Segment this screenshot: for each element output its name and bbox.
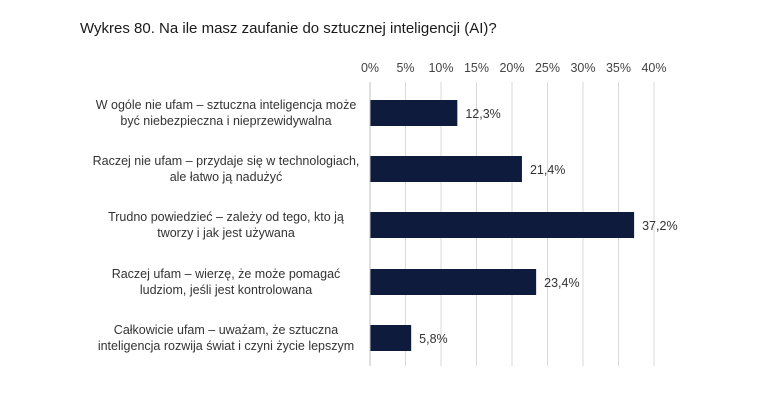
- data-label: 12,3%: [465, 107, 500, 121]
- bar: [370, 269, 537, 295]
- x-tick-label: 40%: [641, 61, 666, 75]
- data-label: 5,8%: [419, 332, 448, 346]
- x-tick-label: 20%: [499, 61, 524, 75]
- data-label: 21,4%: [530, 163, 565, 177]
- data-label: 23,4%: [544, 276, 579, 290]
- bar: [370, 156, 522, 182]
- category-label: Całkowicie ufam – uważam, że sztuczna int…: [98, 323, 354, 353]
- data-label: 37,2%: [642, 219, 677, 233]
- category-label: Trudno powiedzieć – zależy od tego, kto …: [108, 210, 344, 240]
- x-tick-label: 0%: [361, 61, 379, 75]
- category-label: W ogóle nie ufam – sztuczna inteligencja…: [96, 98, 357, 128]
- x-tick-label: 35%: [606, 61, 631, 75]
- chart-title: Wykres 80. Na ile masz zaufanie do sztuc…: [80, 20, 497, 37]
- x-tick-label: 5%: [396, 61, 414, 75]
- bar: [370, 212, 635, 238]
- x-tick-label: 25%: [535, 61, 560, 75]
- bar: [370, 325, 412, 351]
- x-tick-label: 30%: [570, 61, 595, 75]
- category-label: Raczej ufam – wierzę, że może pomagać lud…: [112, 267, 341, 297]
- x-tick-label: 10%: [428, 61, 453, 75]
- x-tick-label: 15%: [464, 61, 489, 75]
- category-label: Raczej nie ufam – przydaje się w technol…: [93, 154, 360, 184]
- bar: [370, 100, 458, 126]
